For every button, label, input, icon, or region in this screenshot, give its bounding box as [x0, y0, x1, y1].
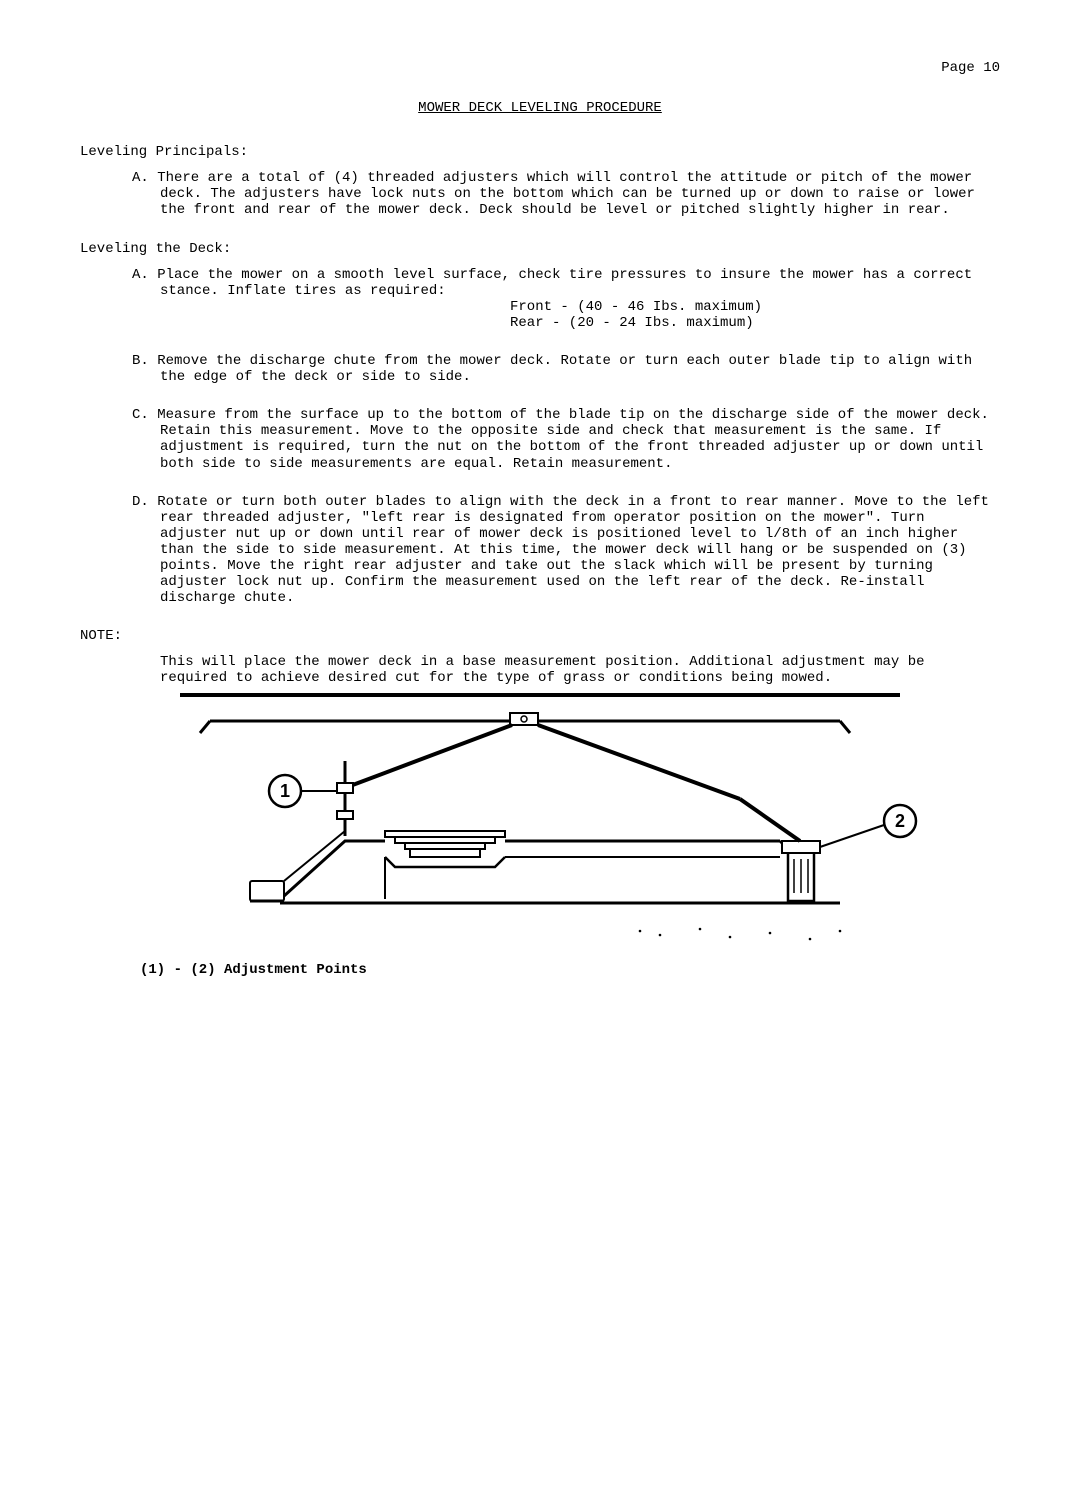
deck-item-c: C. Measure from the surface up to the bo…: [80, 407, 1000, 471]
tire-spec-rear: Rear - (20 - 24 Ibs. maximum): [510, 315, 1000, 331]
document-title: MOWER DECK LEVELING PROCEDURE: [80, 100, 1000, 116]
callout-1-label: 1: [280, 781, 290, 801]
deck-item-d: D. Rotate or turn both outer blades to a…: [80, 494, 1000, 607]
principals-item-a: A. There are a total of (4) threaded adj…: [80, 170, 1000, 218]
deck-item-a: A. Place the mower on a smooth level sur…: [80, 267, 1000, 299]
heading-deck: Leveling the Deck:: [80, 241, 1000, 257]
heading-principals: Leveling Principals:: [80, 144, 1000, 160]
page-number: Page 10: [80, 60, 1000, 76]
callout-2-label: 2: [895, 811, 905, 831]
mower-deck-diagram: 1 2: [140, 691, 1000, 951]
tire-spec-front: Front - (40 - 46 Ibs. maximum): [510, 299, 1000, 315]
note-label: NOTE:: [80, 628, 1000, 644]
note-body: This will place the mower deck in a base…: [80, 654, 1000, 686]
deck-item-b: B. Remove the discharge chute from the m…: [80, 353, 1000, 385]
diagram-caption: (1) - (2) Adjustment Points: [140, 962, 1000, 978]
tire-spec: Front - (40 - 46 Ibs. maximum) Rear - (2…: [80, 299, 1000, 331]
